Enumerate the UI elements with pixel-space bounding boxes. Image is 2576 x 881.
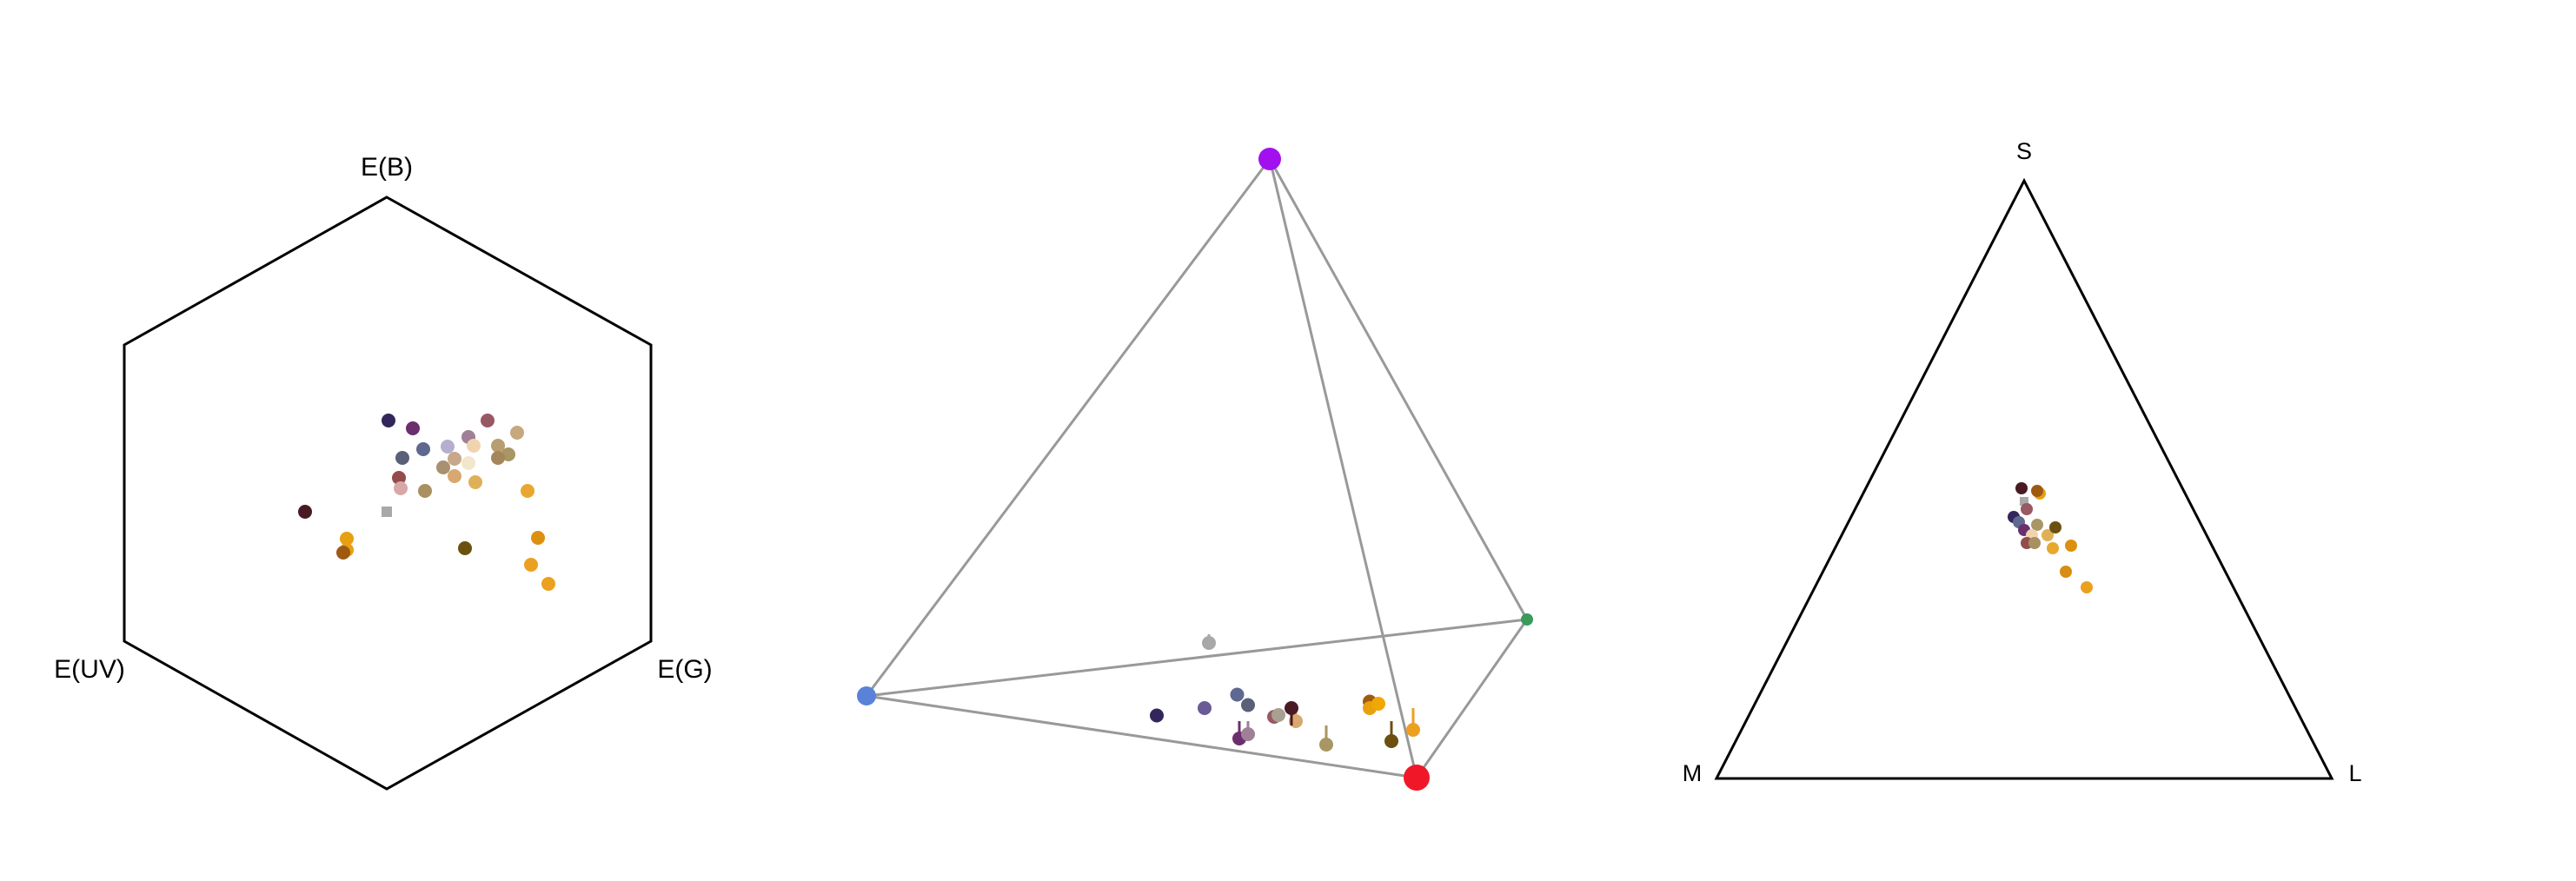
tetra-point-16 bbox=[1406, 723, 1420, 737]
edge-uv-l bbox=[1268, 158, 1418, 778]
tetra-point-2 bbox=[1198, 701, 1212, 715]
hex-point-2 bbox=[441, 440, 455, 454]
tetrahedron-vertices bbox=[857, 148, 1533, 791]
vertex-uv bbox=[1258, 148, 1281, 170]
hex-point-4 bbox=[481, 414, 495, 427]
hex-point-6 bbox=[510, 426, 524, 440]
hex-point-14 bbox=[395, 451, 409, 465]
axis-label-left: E(UV) bbox=[54, 655, 125, 684]
hex-point-27 bbox=[458, 541, 472, 555]
tetra-point-8 bbox=[1271, 708, 1285, 722]
tri-point-square-3 bbox=[2020, 497, 2028, 506]
hex-point-23 bbox=[531, 531, 545, 545]
hex-point-12 bbox=[436, 460, 450, 474]
tetra-point-0 bbox=[1202, 636, 1216, 650]
axis-label-right: E(G) bbox=[657, 655, 712, 684]
hex-point-8 bbox=[467, 439, 481, 453]
hex-point-16 bbox=[392, 471, 406, 485]
hexagon-outline bbox=[123, 195, 653, 791]
hexagon-points bbox=[298, 414, 555, 591]
edge-s-m bbox=[866, 618, 1528, 698]
hex-point-18 bbox=[468, 475, 482, 489]
hex-point-13 bbox=[461, 456, 475, 470]
hex-point-15 bbox=[448, 469, 461, 483]
hex-point-24 bbox=[340, 532, 354, 546]
edge-s-l bbox=[866, 694, 1417, 779]
tri-point-13 bbox=[2028, 537, 2041, 549]
tri-point-17 bbox=[2081, 581, 2093, 593]
tri-point-11 bbox=[2049, 521, 2061, 533]
tri-point-9 bbox=[2042, 529, 2054, 541]
hex-point-1 bbox=[406, 421, 420, 435]
tetra-point-11 bbox=[1285, 701, 1298, 715]
edge-l-m bbox=[1415, 619, 1529, 778]
vertex-label-left: M bbox=[1683, 760, 1703, 786]
hex-point-3 bbox=[416, 442, 430, 456]
tetra-point-3 bbox=[1230, 687, 1245, 702]
edge-uv-s bbox=[865, 158, 1271, 697]
hex-point-square-22 bbox=[382, 507, 392, 517]
tetra-point-1 bbox=[1150, 708, 1164, 723]
hex-point-19 bbox=[418, 484, 432, 498]
tetra-point-4 bbox=[1241, 698, 1255, 712]
hex-point-26 bbox=[336, 546, 350, 560]
tetra-point-15 bbox=[1384, 734, 1398, 748]
tri-point-7 bbox=[2031, 519, 2043, 531]
axis-label-top: E(B) bbox=[361, 153, 413, 182]
triangle-points bbox=[2008, 482, 2093, 593]
tetra-point-6 bbox=[1241, 727, 1255, 741]
vertex-s bbox=[857, 686, 876, 705]
tetrahedron-points bbox=[1150, 634, 1420, 752]
hex-point-11 bbox=[448, 452, 461, 466]
tri-point-4 bbox=[2021, 503, 2033, 515]
hex-point-17 bbox=[394, 481, 408, 495]
hex-point-29 bbox=[541, 577, 555, 591]
hex-point-0 bbox=[382, 414, 395, 427]
tri-point-14 bbox=[2047, 542, 2059, 554]
tetra-point-14 bbox=[1371, 697, 1385, 711]
triangle-panel: S M L bbox=[1683, 138, 2362, 786]
hex-point-10 bbox=[491, 451, 505, 465]
vertex-l bbox=[1404, 765, 1430, 791]
hex-point-20 bbox=[521, 484, 534, 498]
tri-point-0 bbox=[2015, 482, 2028, 494]
tetra-point-10 bbox=[1319, 738, 1333, 752]
tri-point-15 bbox=[2065, 540, 2077, 552]
hex-point-21 bbox=[298, 505, 312, 519]
vertex-label-right: L bbox=[2348, 760, 2361, 786]
hex-point-28 bbox=[524, 558, 538, 572]
triangle-outline bbox=[1714, 177, 2334, 780]
tri-point-2 bbox=[2031, 485, 2043, 497]
tri-point-16 bbox=[2060, 566, 2072, 578]
tetrahedron-panel bbox=[857, 148, 1533, 791]
tetrahedron-edges bbox=[865, 158, 1529, 779]
vertex-m bbox=[1521, 613, 1533, 626]
vertex-label-top: S bbox=[2016, 138, 2032, 164]
hexagon-panel: E(B) E(UV) E(G) bbox=[54, 153, 713, 791]
edge-uv-m bbox=[1268, 158, 1529, 620]
hex-point-7 bbox=[491, 439, 505, 453]
